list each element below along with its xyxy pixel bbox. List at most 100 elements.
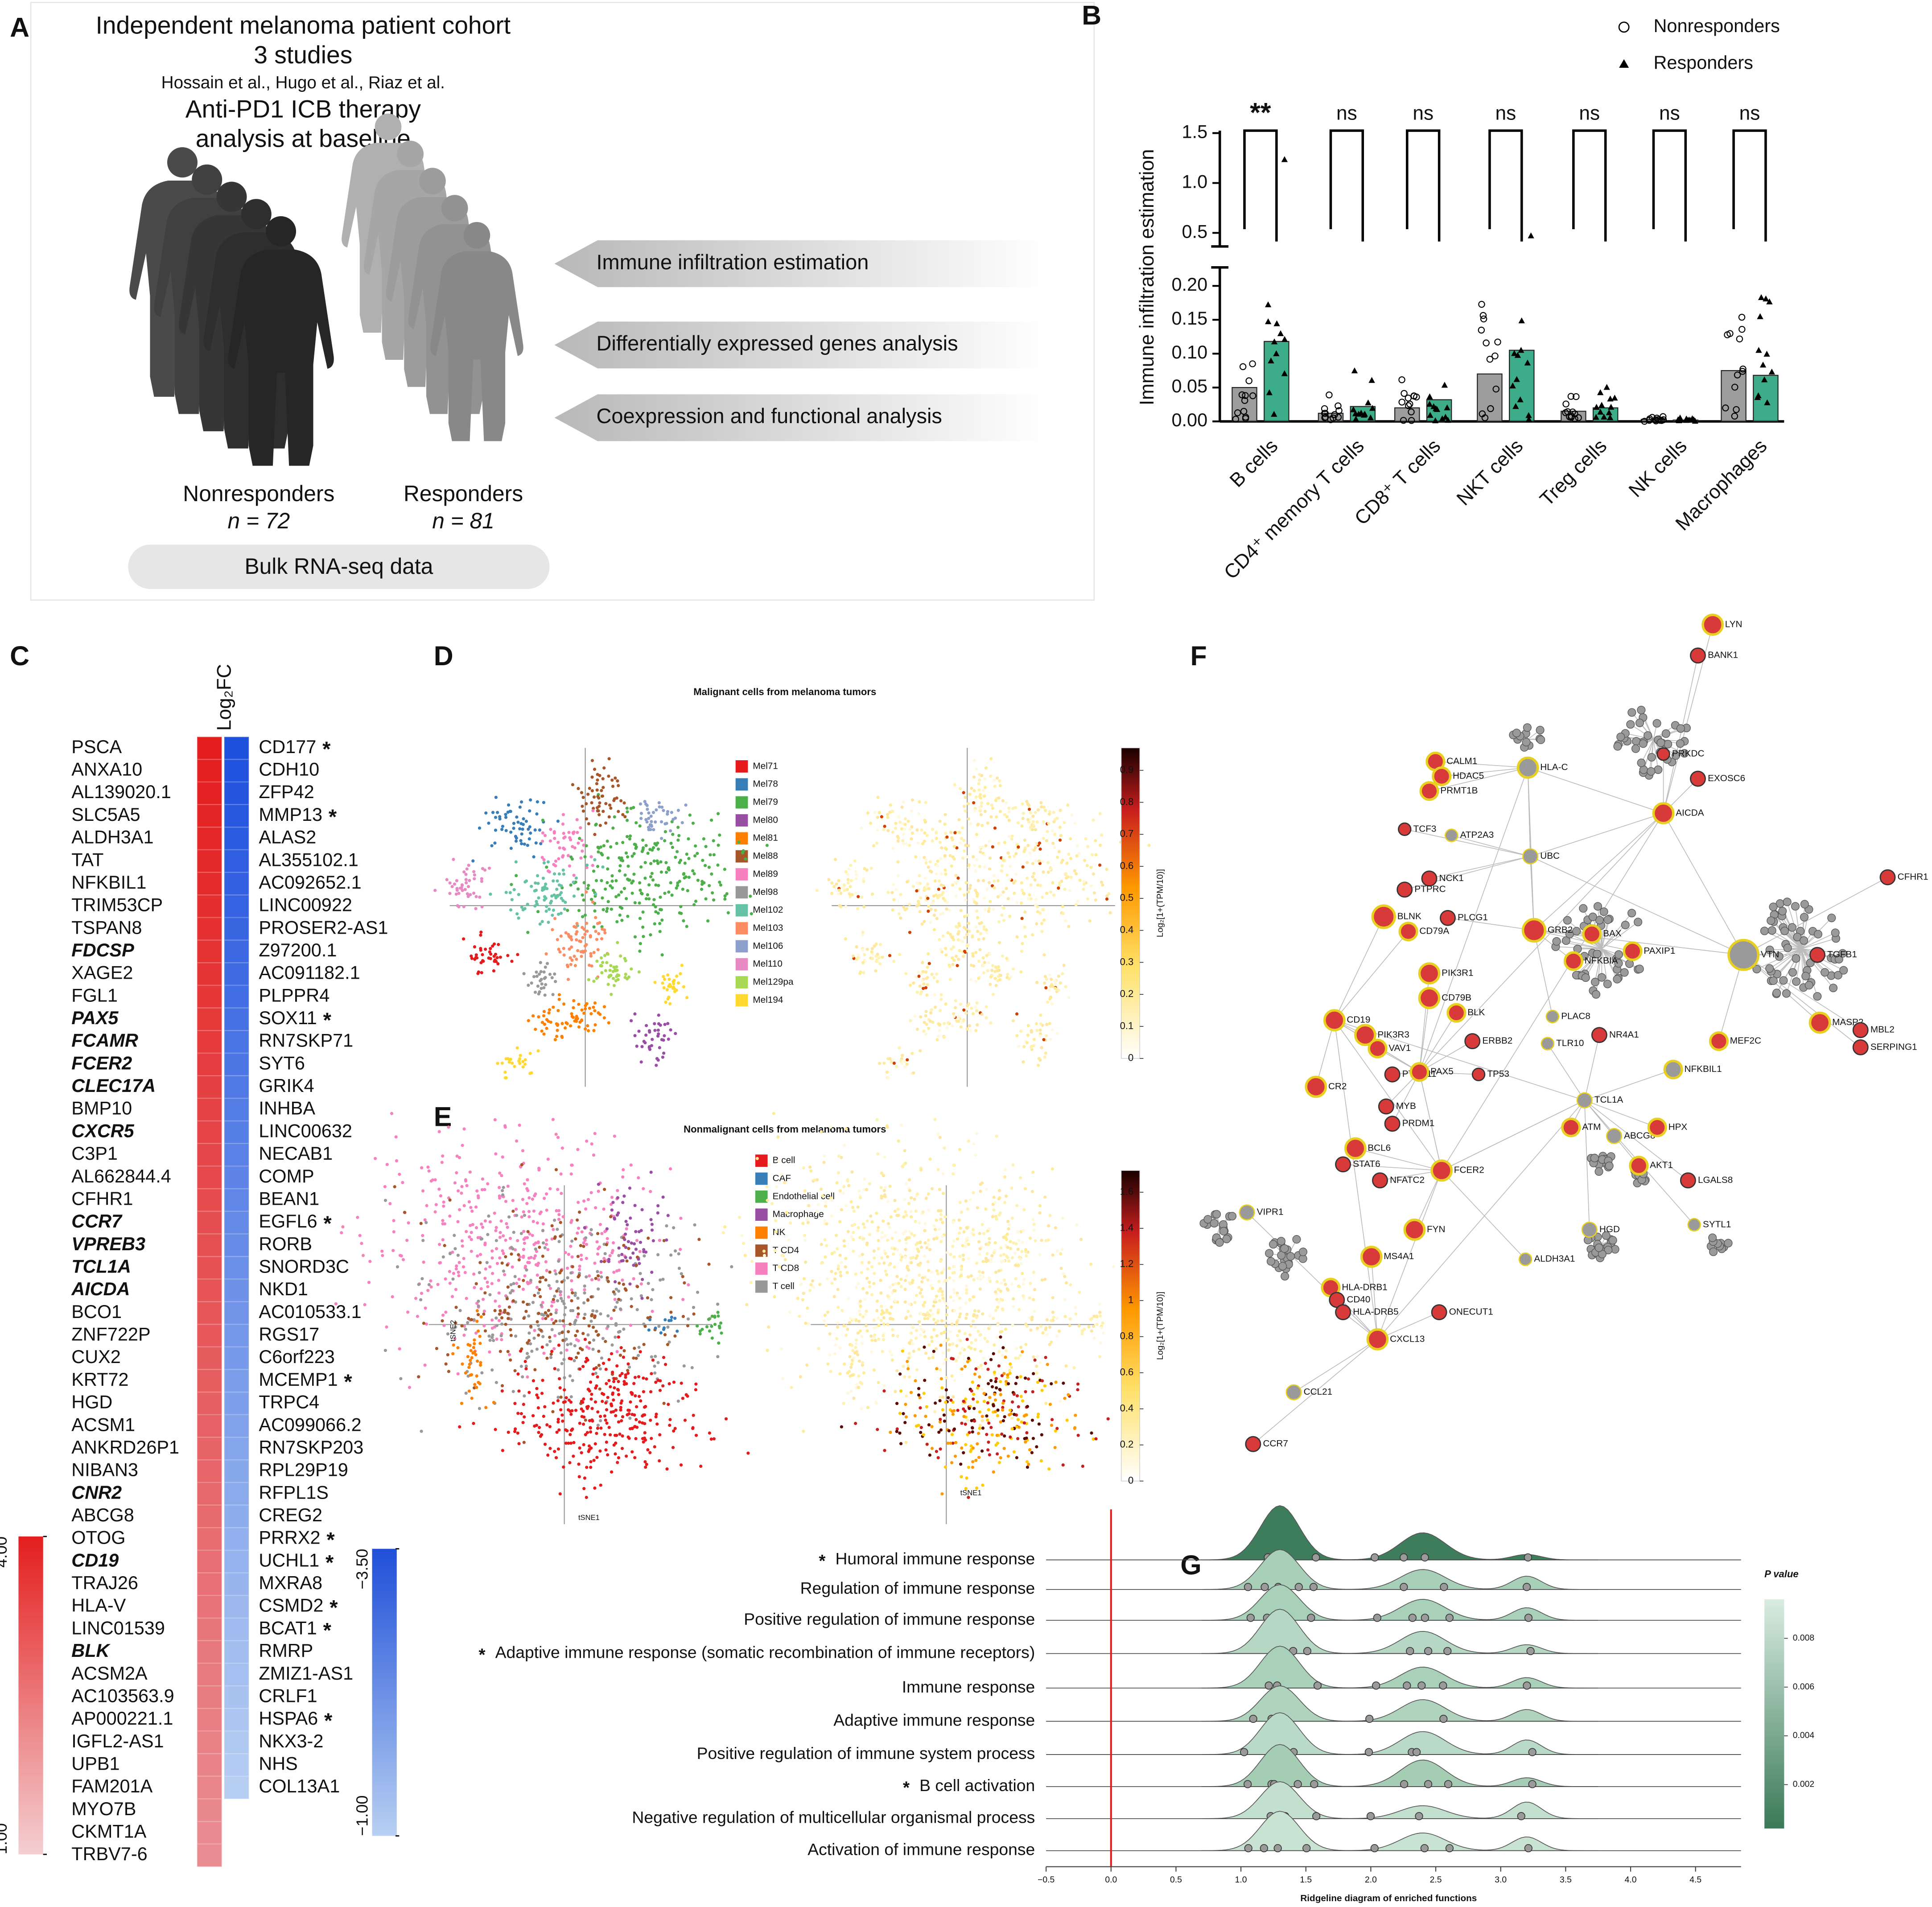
cell-point (820, 1261, 824, 1265)
cell-point (363, 1303, 367, 1306)
cell-point (1082, 882, 1086, 886)
cell-point (548, 1270, 552, 1274)
cell-point (1004, 1355, 1007, 1359)
cell-point (967, 929, 971, 933)
cell-point (825, 1222, 828, 1226)
cell-point (559, 1408, 563, 1412)
cell-point (951, 1271, 955, 1275)
cell-point (891, 830, 894, 834)
cell-point (606, 1453, 610, 1457)
cell-point (633, 901, 637, 905)
cell-point (1023, 848, 1027, 852)
cell-point (865, 1188, 869, 1191)
cell-point (954, 894, 958, 898)
cell-point (938, 820, 942, 823)
cell-point (929, 1284, 933, 1287)
cell-point (999, 1335, 1002, 1339)
gene-label: AL662844.4 (71, 1166, 171, 1186)
sample-point (1567, 393, 1575, 400)
cell-point (535, 974, 539, 978)
cell-point (920, 1288, 923, 1291)
cell-point (460, 1191, 463, 1195)
cell-point (979, 850, 982, 854)
cell-point (1029, 811, 1033, 815)
cell-point (846, 1327, 849, 1331)
cell-point (842, 1324, 846, 1328)
cell-point (583, 1291, 586, 1295)
cell-point (1038, 847, 1042, 851)
cell-point (555, 1280, 559, 1283)
heatmap-cell (196, 1414, 222, 1438)
cell-point (986, 1418, 989, 1422)
legend-swatch (735, 958, 748, 971)
cell-point (480, 877, 483, 881)
cell-point (385, 1325, 388, 1329)
cell-point (591, 864, 594, 867)
cell-point (632, 873, 636, 876)
cell-point (576, 831, 579, 834)
cell-point (669, 1028, 672, 1032)
cell-point (570, 945, 573, 949)
cell-point (927, 1208, 931, 1212)
cell-point (500, 1322, 504, 1326)
cell-point (628, 1427, 632, 1430)
cell-point (543, 1442, 547, 1446)
cell-point (1003, 813, 1007, 816)
cell-point (564, 1337, 568, 1341)
cell-point (655, 808, 658, 812)
cell-point (802, 1166, 805, 1170)
cell-point (882, 1322, 886, 1326)
cell-point (1018, 1257, 1022, 1261)
gene-label: INHBA (259, 1098, 315, 1119)
gene-label: TRIM53CP (71, 894, 163, 915)
cell-point (934, 1321, 938, 1325)
cell-point (443, 1222, 446, 1226)
cell-point (602, 1260, 606, 1263)
cell-point (902, 800, 905, 804)
cell-point (535, 1387, 539, 1390)
cell-point (838, 1253, 842, 1257)
cell-point (588, 787, 591, 790)
cell-point (946, 1021, 950, 1025)
cell-point (623, 815, 627, 819)
cell-point (577, 1312, 580, 1316)
cell-point (489, 957, 492, 960)
cell-point (650, 1298, 653, 1302)
cell-point (944, 1388, 948, 1392)
cell-point (519, 1232, 523, 1236)
cell-point (607, 1379, 611, 1382)
cell-point (517, 893, 520, 896)
heatmap-cell (196, 1775, 222, 1800)
cell-point (994, 1290, 997, 1294)
colorbar-tick-label: 0.5 (1120, 892, 1134, 903)
cell-point (964, 809, 967, 813)
cell-point (1016, 1230, 1020, 1233)
cell-point (681, 1396, 684, 1400)
cell-point (494, 1152, 498, 1156)
cell-point (567, 933, 570, 936)
cell-point (843, 889, 846, 892)
cell-point (680, 1272, 683, 1276)
cell-point (1058, 838, 1062, 842)
cell-point (488, 1293, 492, 1297)
cell-point (947, 1337, 950, 1341)
colorbar (18, 1536, 43, 1854)
cell-point (939, 1240, 943, 1244)
cell-point (904, 1403, 907, 1406)
cell-point (543, 1405, 547, 1409)
cell-point (582, 1241, 585, 1245)
cell-point (551, 1118, 555, 1121)
cell-point (577, 1268, 581, 1271)
cell-point (474, 1205, 478, 1209)
cell-point (897, 1281, 900, 1285)
cell-point (941, 1235, 944, 1238)
cell-point (985, 1433, 989, 1436)
heatmap-cell (223, 1098, 250, 1122)
cell-point (740, 1234, 744, 1237)
cell-point (1040, 805, 1043, 809)
legend-swatch (755, 1208, 768, 1221)
cell-point (521, 1300, 525, 1304)
cell-point (486, 1285, 490, 1289)
cell-point (914, 855, 918, 859)
cell-point (1030, 1190, 1034, 1193)
